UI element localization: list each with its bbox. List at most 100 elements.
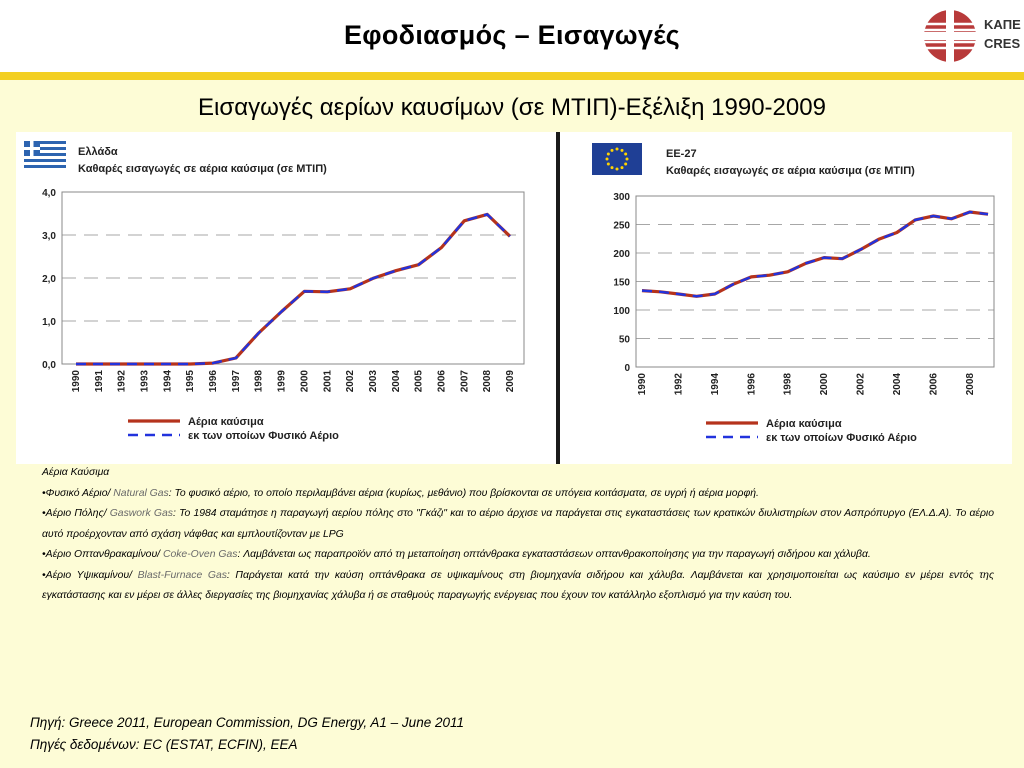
y-tick-label: 0,0	[42, 360, 56, 371]
flag-stripe	[24, 153, 66, 156]
x-tick-label: 1994	[710, 373, 721, 396]
x-tick-label: 2000	[299, 370, 310, 393]
y-tick-label: 250	[613, 221, 630, 232]
panel-divider	[556, 132, 560, 464]
x-tick-label: 1997	[231, 370, 242, 393]
note-term-en: Gaswork Gas	[109, 508, 173, 519]
chart-panel-greece: Ελλάδα Καθαρές εισαγωγές σε αέρια καύσιμα…	[16, 132, 556, 464]
legend-label: Αέρια καύσιμα	[766, 418, 842, 430]
flag-star	[605, 157, 609, 161]
flag-star	[615, 167, 619, 171]
x-tick-label: 1992	[117, 370, 128, 393]
note-prefix: •Αέριο Πόλης/	[42, 508, 110, 519]
x-tick-label: 2007	[459, 370, 470, 393]
x-tick-label: 1994	[162, 370, 173, 393]
x-tick-label: 1993	[140, 370, 151, 393]
flag-star	[624, 162, 628, 166]
series-line-gas-fuels	[76, 212, 512, 366]
flag-stripe	[24, 150, 66, 153]
note-blast-furnace-gas: •Αέριο Υψικαμίνου/ Blast-Furnace Gas: Πα…	[42, 566, 994, 607]
x-tick-label: 2006	[436, 370, 447, 393]
y-tick-label: 150	[613, 278, 630, 289]
header-accent-bar	[0, 72, 1024, 80]
flag-stripe	[24, 156, 66, 159]
flag-star	[624, 152, 628, 156]
note-prefix: •Αέριο Υψικαμίνου/	[42, 569, 138, 581]
x-tick-label: 1998	[254, 370, 265, 393]
x-tick-label: 1991	[94, 370, 105, 393]
logo-text-cres: CRES	[984, 36, 1021, 51]
flag-stripe	[24, 141, 66, 144]
note-prefix: •Αέριο Οπτανθρακαμίνου/	[42, 549, 163, 560]
x-tick-label: 1990	[71, 370, 82, 393]
note-text: : Το 1984 σταμάτησε η παραγωγή αερίου πό…	[42, 508, 995, 540]
source-line: Πηγή: Greece 2011, European Commission, …	[30, 715, 464, 730]
x-tick-label: 1992	[673, 373, 684, 396]
flag-stripe	[24, 165, 66, 168]
x-tick-label: 2008	[965, 373, 976, 396]
x-tick-label: 2000	[819, 373, 830, 396]
note-gaswork-gas: •Αέριο Πόλης/ Gaswork Gas: Το 1984 σταμά…	[42, 504, 994, 545]
greece-flag	[24, 141, 66, 168]
series-line-natural-gas	[76, 213, 511, 366]
note-term-en: Blast-Furnace Gas	[137, 569, 227, 581]
y-tick-label: 100	[613, 306, 630, 317]
eu-flag	[592, 143, 642, 175]
note-coke-oven-gas: •Αέριο Οπτανθρακαμίνου/ Coke-Oven Gas: Λ…	[42, 545, 994, 566]
cres-logo: ΚΑΠΕ CRES	[922, 8, 1022, 64]
note-prefix: •Φυσικό Αέριο/	[42, 487, 114, 499]
x-tick-label: 2008	[482, 370, 493, 393]
flag-star	[606, 152, 610, 156]
legend-label: εκ των οποίων Φυσικό Αέριο	[188, 430, 339, 442]
y-tick-label: 0	[624, 363, 630, 374]
x-tick-label: 2006	[928, 373, 939, 396]
chart-greece: Ελλάδα Καθαρές εισαγωγές σε αέρια καύσιμα…	[24, 141, 525, 442]
legend-label: εκ των οποίων Φυσικό Αέριο	[766, 432, 917, 444]
slide-header: Εφοδιασμός – Εισαγωγές ΚΑΠΕ CRES	[0, 0, 1024, 72]
flag-star	[625, 157, 629, 161]
y-tick-label: 1,0	[42, 317, 56, 328]
flag-star	[620, 166, 624, 170]
flag-star	[610, 148, 614, 152]
flag-star	[615, 147, 619, 151]
logo-text-kape: ΚΑΠΕ	[984, 17, 1021, 32]
note-term-en: Natural Gas	[113, 487, 169, 499]
note-text: : Παράγεται κατά την καύση οπτάνθρακα σε…	[42, 569, 994, 602]
cres-emblem-icon	[922, 8, 978, 64]
flag-star	[620, 148, 624, 152]
y-tick-label: 4,0	[42, 188, 56, 199]
y-tick-label: 50	[619, 335, 631, 346]
chart-eu27: ΕΕ-27 Καθαρές εισαγωγές σε αέρια καύσιμα …	[592, 143, 995, 444]
x-tick-label: 1995	[185, 370, 196, 393]
x-tick-label: 2004	[391, 370, 402, 393]
chart-panel-eu27: ΕΕ-27 Καθαρές εισαγωγές σε αέρια καύσιμα …	[560, 132, 1012, 464]
data-sources-line: Πηγές δεδομένων: EC (ESTAT, ECFIN), EEA	[30, 737, 298, 752]
chart-title: Καθαρές εισαγωγές σε αέρια καύσιμα (σε Μ…	[78, 163, 327, 175]
flag-stripe	[24, 144, 66, 147]
flag-star	[610, 166, 614, 170]
x-tick-label: 1999	[277, 370, 288, 393]
x-tick-label: 1996	[746, 373, 757, 396]
x-tick-label: 1998	[783, 373, 794, 396]
flag-stripe	[24, 162, 66, 165]
x-tick-label: 1996	[208, 370, 219, 393]
note-text: : Λαμβάνεται ως παραπροϊόν από τη μεταπο…	[237, 549, 871, 560]
x-tick-label: 2003	[368, 370, 379, 393]
series-line-natural-gas	[641, 210, 989, 298]
chart-title: Καθαρές εισαγωγές σε αέρια καύσιμα (σε Μ…	[666, 165, 915, 177]
y-tick-label: 200	[613, 249, 630, 260]
chart-region-label: Ελλάδα	[78, 146, 118, 158]
flag-stripe	[24, 159, 66, 162]
note-natural-gas: •Φυσικό Αέριο/ Natural Gas: Το φυσικό αέ…	[42, 484, 994, 505]
x-tick-label: 2009	[505, 370, 516, 393]
sources: Πηγή: Greece 2011, European Commission, …	[30, 712, 464, 756]
note-term-en: Coke-Oven Gas	[162, 549, 238, 560]
flag-cross	[24, 147, 40, 150]
x-tick-label: 2004	[892, 373, 903, 396]
y-tick-label: 300	[613, 192, 630, 203]
x-tick-label: 2002	[856, 373, 867, 396]
x-tick-label: 2005	[414, 370, 425, 393]
flag-stripe	[24, 147, 66, 150]
flag-star	[606, 162, 610, 166]
x-tick-label: 1990	[637, 373, 648, 396]
